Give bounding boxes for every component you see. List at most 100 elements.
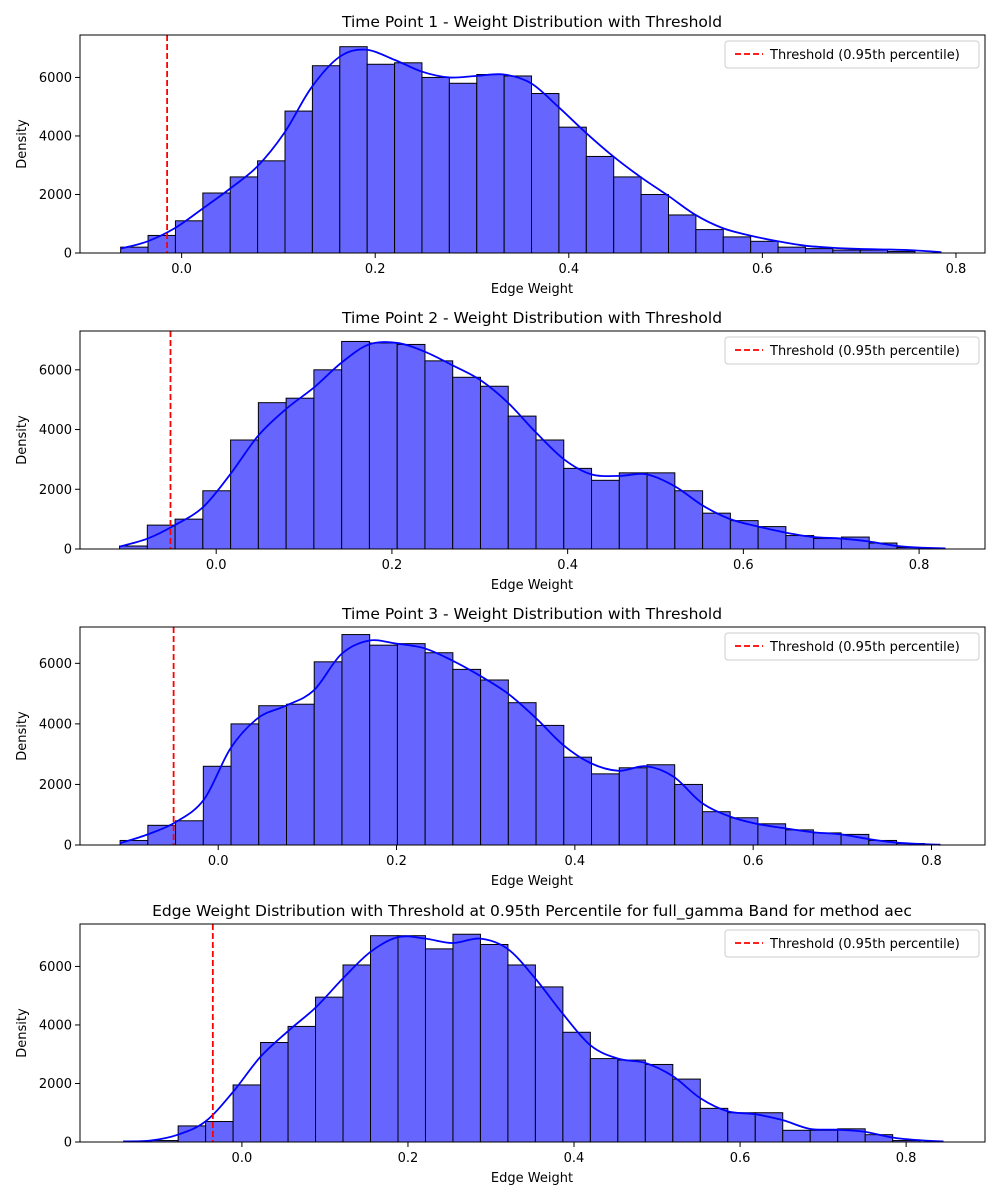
x-tick-label: 0.2 <box>386 854 407 869</box>
histogram-bar <box>558 126 587 254</box>
histogram-bar <box>421 76 450 254</box>
histogram-bar <box>535 724 565 846</box>
histogram-bar <box>370 935 399 1143</box>
y-axis-label: Density <box>15 415 30 465</box>
x-tick-label: 0.4 <box>565 854 586 869</box>
y-tick-label: 2000 <box>39 778 72 793</box>
x-tick-label: 0.6 <box>752 262 773 277</box>
histogram-bar <box>591 479 620 550</box>
legend-label: Threshold (0.95th percentile) <box>769 640 960 655</box>
histogram-bar <box>699 1107 729 1143</box>
y-tick-label: 2000 <box>39 1077 72 1092</box>
histogram-bar <box>591 773 620 846</box>
y-tick-label: 4000 <box>39 717 72 732</box>
histogram-bar <box>507 964 536 1143</box>
histogram-bar <box>585 155 615 254</box>
histogram-bar <box>695 229 724 254</box>
legend-label: Threshold (0.95th percentile) <box>769 48 960 63</box>
x-tick-label: 0.0 <box>208 854 229 869</box>
y-tick-label: 0 <box>64 1136 72 1151</box>
legend-box <box>724 40 980 69</box>
histogram-bar <box>727 1112 756 1143</box>
legend-box <box>724 336 980 365</box>
histogram-bar <box>618 472 648 550</box>
x-tick-label: 0.6 <box>743 854 764 869</box>
histogram-bar <box>284 110 313 254</box>
x-axis-label: Edge Weight <box>491 282 573 297</box>
plot-area: 0.0 0.2 0.4 0.6 0.8 0 2000 4000 6000 <box>39 626 986 869</box>
histogram-bar <box>644 1063 674 1143</box>
histogram-bar <box>202 490 232 550</box>
histogram-bar <box>286 703 315 846</box>
histogram-bar <box>813 538 842 550</box>
subplot-1: Time Point 1 - Weight Distribution with … <box>15 13 986 297</box>
x-tick-label: 0.4 <box>558 262 579 277</box>
subplot-2: Time Point 2 - Weight Distribution with … <box>15 309 986 593</box>
kde-curve <box>119 639 941 846</box>
legend-box <box>724 929 980 958</box>
histogram-bar <box>311 65 341 254</box>
histogram-bar <box>202 765 232 846</box>
subplot-title: Time Point 1 - Weight Distribution with … <box>341 13 722 31</box>
y-tick-label: 2000 <box>39 188 72 203</box>
histogram-bar <box>507 702 537 846</box>
histogram-bar <box>452 668 482 846</box>
histogram-bar <box>452 933 481 1143</box>
histogram-bar <box>563 756 593 846</box>
y-tick-label: 6000 <box>39 363 72 378</box>
x-tick-label: 0.2 <box>365 262 386 277</box>
histogram-bar <box>341 340 370 550</box>
histogram-bar <box>368 342 398 550</box>
histogram-bar <box>613 176 642 254</box>
x-tick-label: 0.0 <box>206 558 227 573</box>
histogram-bar <box>394 62 423 254</box>
x-tick-label: 0.4 <box>564 1151 585 1166</box>
histogram-bar <box>701 811 731 846</box>
histogram-bar <box>258 705 288 846</box>
plot-area: 0.0 0.2 0.4 0.6 0.8 0 2000 4000 6000 <box>39 923 986 1166</box>
x-axis-label: Edge Weight <box>491 578 573 593</box>
histogram-bar <box>722 236 752 254</box>
y-tick-label: 2000 <box>39 483 72 498</box>
histogram-bar <box>285 397 315 550</box>
x-axis-label: Edge Weight <box>491 1171 573 1186</box>
subplot-title: Edge Weight Distribution with Threshold … <box>152 902 912 921</box>
histogram-bar <box>397 935 426 1143</box>
x-tick-label: 0.0 <box>232 1151 253 1166</box>
histogram-bar <box>531 93 560 254</box>
histogram-bar <box>174 518 204 550</box>
axes-frame <box>79 626 986 846</box>
histogram-bar <box>729 817 759 846</box>
histogram-bar <box>232 1084 262 1143</box>
histogram-bar <box>341 634 371 846</box>
histogram-bar <box>257 160 286 254</box>
histogram-bar <box>563 467 593 550</box>
legend: Threshold (0.95th percentile) <box>724 40 980 69</box>
y-tick-label: 6000 <box>39 960 72 975</box>
histogram-bar <box>804 248 834 254</box>
histogram-bar <box>366 63 396 254</box>
histogram-bar <box>503 75 533 254</box>
histogram-bar <box>315 996 344 1143</box>
histogram-bar <box>702 512 731 550</box>
axes-frame <box>79 34 986 254</box>
y-axis-label: Density <box>15 1008 30 1058</box>
subplot-title: Time Point 3 - Weight Distribution with … <box>341 605 722 623</box>
histogram-bar <box>809 1129 839 1143</box>
histogram-bar <box>617 1059 646 1143</box>
x-tick-label: 0.6 <box>730 1151 751 1166</box>
histogram-bar <box>424 652 454 846</box>
subplot-title: Time Point 2 - Weight Distribution with … <box>341 309 722 327</box>
legend-label: Threshold (0.95th percentile) <box>769 344 960 359</box>
y-tick-label: 6000 <box>39 71 72 86</box>
histogram-bar <box>480 679 509 846</box>
histogram-bar <box>672 1078 701 1143</box>
subplot-4: Edge Weight Distribution with Threshold … <box>15 902 986 1186</box>
histogram-bar <box>260 1042 289 1143</box>
histogram-bar <box>369 644 398 846</box>
histogram-bar <box>396 643 426 846</box>
histogram-bar <box>640 193 669 254</box>
plot-area: 0.0 0.2 0.4 0.6 0.8 0 2000 4000 6000 <box>39 34 986 277</box>
x-tick-label: 0.4 <box>557 558 578 573</box>
